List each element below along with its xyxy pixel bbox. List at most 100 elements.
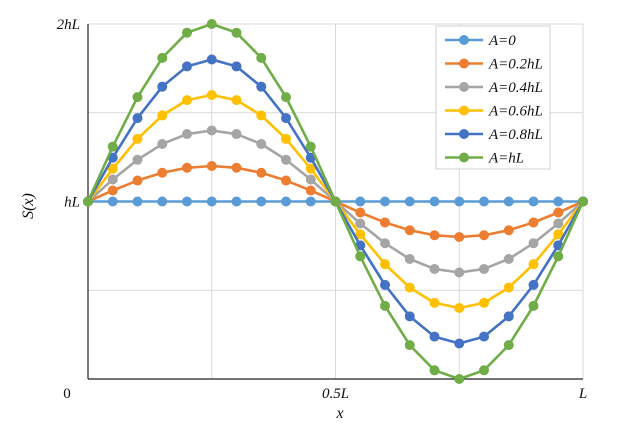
legend-box: [435, 25, 551, 170]
data-point: [206, 161, 217, 171]
data-point: [380, 238, 390, 249]
legend-marker: [459, 105, 469, 116]
data-point: [380, 217, 390, 228]
data-point: [157, 110, 168, 121]
legend-label: A=0.4hL: [488, 80, 543, 96]
data-point: [528, 279, 539, 290]
data-point: [206, 54, 217, 65]
y-tick-label: 2hL: [57, 17, 80, 33]
x-tick-label: 0.5L: [322, 386, 349, 402]
legend-label: A=0: [488, 33, 516, 49]
data-point: [404, 225, 415, 236]
data-point: [429, 331, 440, 342]
data-point: [503, 254, 514, 265]
x-tick-label: 0: [63, 386, 71, 402]
data-point: [429, 365, 440, 376]
legend-label: A=0.8hL: [488, 127, 543, 143]
data-point: [454, 232, 465, 242]
data-point: [404, 282, 415, 293]
data-point: [281, 113, 291, 124]
data-point: [305, 174, 316, 185]
data-point: [380, 279, 390, 290]
data-point: [553, 218, 564, 229]
data-point: [107, 141, 118, 152]
data-point: [157, 52, 168, 63]
data-point: [503, 225, 514, 236]
data-point: [503, 282, 514, 293]
legend-label: A=0.2hL: [488, 57, 543, 73]
data-point: [182, 129, 192, 140]
data-point: [479, 297, 489, 308]
data-point: [107, 196, 118, 207]
data-point: [479, 331, 489, 342]
data-point: [404, 311, 415, 322]
data-point: [107, 163, 118, 174]
data-point: [231, 129, 242, 140]
data-point: [231, 162, 242, 173]
data-point: [231, 95, 242, 106]
data-point: [256, 196, 267, 207]
data-point: [182, 162, 192, 173]
data-point: [553, 207, 564, 218]
legend-marker: [459, 152, 469, 163]
data-point: [479, 196, 489, 207]
data-point: [305, 141, 316, 152]
data-point: [206, 19, 217, 29]
data-point: [429, 297, 440, 308]
data-point: [206, 90, 217, 100]
data-point: [454, 374, 465, 384]
data-point: [231, 61, 242, 72]
data-point: [528, 259, 539, 270]
data-point: [380, 300, 390, 311]
data-point: [157, 196, 168, 207]
legend-marker: [459, 58, 469, 69]
data-point: [479, 365, 489, 376]
data-point: [132, 113, 143, 124]
data-point: [256, 110, 267, 121]
data-point: [553, 196, 564, 207]
legend-item: A=0.8hL: [445, 127, 543, 143]
data-point: [256, 167, 267, 178]
legend-marker: [459, 35, 469, 45]
data-point: [454, 267, 465, 278]
data-point: [157, 81, 168, 92]
legend-label: A=hL: [488, 151, 524, 167]
legend-item: A=0.4hL: [445, 80, 543, 96]
y-axis-label: S(x): [20, 193, 37, 219]
legend-item: A=0.6hL: [445, 104, 543, 120]
legend-label: A=0.6hL: [488, 104, 543, 120]
legend-item: A=0.2hL: [445, 57, 543, 73]
tick-labels: 0 0.5L LhL 2hL: [57, 17, 588, 402]
data-point: [132, 92, 143, 103]
data-point: [380, 259, 390, 270]
data-point: [404, 254, 415, 265]
data-point: [132, 175, 143, 186]
data-point: [256, 81, 267, 92]
data-point: [553, 229, 564, 240]
x-tick-label: L: [578, 386, 587, 402]
series-5: [83, 19, 588, 384]
series-layer: [83, 19, 588, 384]
data-point: [429, 196, 440, 207]
legend-marker: [459, 82, 469, 92]
data-point: [107, 185, 118, 196]
data-point: [404, 196, 415, 207]
data-point: [182, 61, 192, 72]
data-point: [281, 133, 291, 144]
data-point: [281, 154, 291, 165]
legend: A=0 A=0.2hL A=0.4hL A=0.6hL A=0.8hL A=hL: [435, 25, 551, 170]
y-tick-label: hL: [64, 195, 80, 211]
data-point: [404, 340, 415, 351]
data-point: [305, 163, 316, 174]
data-point: [429, 263, 440, 274]
data-point: [454, 196, 465, 207]
data-point: [157, 167, 168, 178]
data-point: [355, 207, 366, 218]
data-point: [429, 230, 440, 241]
data-point: [182, 27, 192, 38]
data-point: [305, 196, 316, 207]
data-point: [256, 52, 267, 63]
data-point: [380, 196, 390, 207]
data-point: [454, 338, 465, 349]
